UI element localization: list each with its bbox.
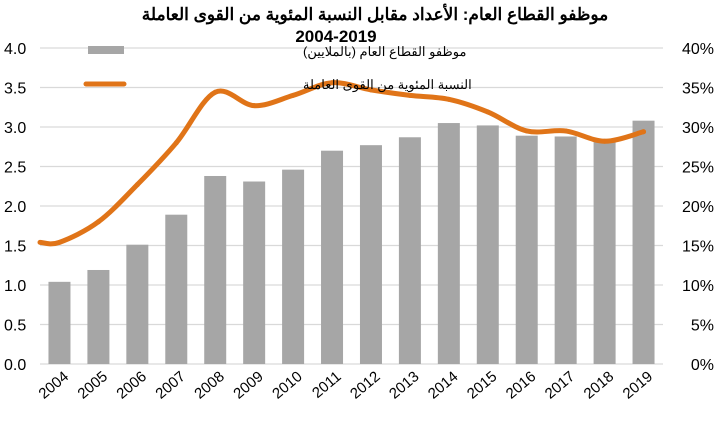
x-tick-label: 2017 xyxy=(542,368,578,402)
y-left-tick-label: 1.0 xyxy=(4,278,26,295)
bar-2014 xyxy=(437,123,460,364)
line-point-2016 xyxy=(524,128,530,134)
y-left-tick-label: 3.0 xyxy=(4,120,26,137)
x-tick-label: 2012 xyxy=(347,368,383,402)
y-right-tick-label: 40% xyxy=(682,41,714,58)
x-tick-label: 2005 xyxy=(74,368,110,402)
x-tick-label: 2006 xyxy=(113,368,149,402)
bar-2010 xyxy=(282,169,305,364)
x-tick-label: 2010 xyxy=(269,368,305,402)
line-point-2006 xyxy=(134,182,140,188)
bar-2009 xyxy=(243,181,266,364)
x-tick-label: 2016 xyxy=(503,368,539,402)
y-right-tick-label: 30% xyxy=(682,120,714,137)
bar-2011 xyxy=(321,150,344,364)
y-left-tick-label: 3.5 xyxy=(4,81,26,98)
bar-2016 xyxy=(515,135,538,364)
line-point-2018 xyxy=(602,138,608,144)
y-left-tick-label: 2.0 xyxy=(4,199,26,216)
y-right-tick-label: 10% xyxy=(682,278,714,295)
y-right-tick-label: 15% xyxy=(682,239,714,256)
line-point-2007 xyxy=(173,140,179,146)
x-tick-label: 2015 xyxy=(464,368,500,402)
line-point-2008 xyxy=(212,89,218,95)
legend: موظفو القطاع العام (بالملايين) النسبة ال… xyxy=(83,44,472,93)
y-left-tick-label: 1.5 xyxy=(4,239,26,256)
x-tick-label: 2004 xyxy=(36,368,72,402)
chart-title-line2: 2004-2019 xyxy=(295,27,376,46)
line-point-2011 xyxy=(329,80,335,86)
y-right-tick-label: 0% xyxy=(691,357,714,374)
y-left-tick-label: 0.5 xyxy=(4,318,26,335)
y-right-tick-label: 25% xyxy=(682,160,714,177)
legend-bar-label: موظفو القطاع العام (بالملايين) xyxy=(303,44,466,60)
y-left-tick-label: 0.0 xyxy=(4,357,26,374)
bar-2019 xyxy=(632,120,655,365)
y-right-tick-label: 20% xyxy=(682,199,714,216)
x-tick-label: 2018 xyxy=(581,368,617,402)
bar-2013 xyxy=(398,137,421,364)
y-left-tick-label: 4.0 xyxy=(4,41,26,58)
bar-2005 xyxy=(87,269,110,364)
line-point-2009 xyxy=(251,103,257,109)
legend-bar-swatch xyxy=(88,46,124,54)
bar-2004 xyxy=(48,281,71,364)
x-tick-label: 2007 xyxy=(152,368,188,402)
legend-line-label: النسبة المئوية من القوى العاملة xyxy=(303,77,472,93)
x-tick-label: 2011 xyxy=(309,368,345,402)
y-right-tick-label: 5% xyxy=(691,318,714,335)
bar-2017 xyxy=(554,136,577,364)
line-point-2010 xyxy=(290,92,296,98)
bar-2006 xyxy=(126,244,149,364)
x-tick-label: 2014 xyxy=(425,368,461,402)
line-point-2015 xyxy=(485,109,491,115)
line-point-2005 xyxy=(95,219,101,225)
bar-2018 xyxy=(593,138,616,364)
line-point-2017 xyxy=(563,128,569,134)
x-tick-label: 2008 xyxy=(191,368,227,402)
bar-2012 xyxy=(359,145,382,364)
line-point-2019 xyxy=(641,129,647,135)
line-point-2004 xyxy=(56,239,62,245)
line-point-2013 xyxy=(407,92,413,98)
line-point-2014 xyxy=(446,96,452,102)
bar-2007 xyxy=(165,214,188,364)
x-tick-label: 2013 xyxy=(386,368,422,402)
x-tick-label: 2009 xyxy=(230,368,266,402)
y-left-tick-label: 2.5 xyxy=(4,160,26,177)
bar-2015 xyxy=(476,125,499,364)
line-point-2012 xyxy=(368,87,374,93)
y-right-tick-label: 35% xyxy=(682,81,714,98)
bar-2008 xyxy=(204,175,227,364)
chart-title-line1: موظفو القطاع العام: الأعداد مقابل النسبة… xyxy=(142,3,609,25)
x-tick-label: 2019 xyxy=(620,368,656,402)
